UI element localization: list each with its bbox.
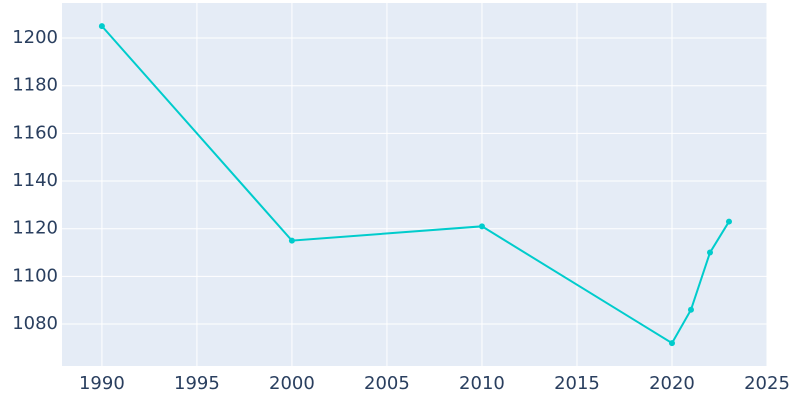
x-tick-label: 2010	[459, 373, 505, 394]
x-tick-label: 2005	[364, 373, 410, 394]
y-tick-label: 1140	[12, 170, 58, 191]
x-tick-label: 1995	[174, 373, 220, 394]
y-tick-label: 1100	[12, 265, 58, 286]
point	[288, 237, 295, 244]
point	[725, 218, 732, 225]
x-tick-label: 2025	[744, 373, 790, 394]
point	[478, 223, 485, 230]
y-tick-label: 1160	[12, 122, 58, 143]
x-tick-label: 1990	[79, 373, 125, 394]
point	[668, 340, 675, 347]
point	[98, 23, 105, 30]
y-tick-label: 1120	[12, 218, 58, 239]
point	[687, 306, 694, 313]
y-tick-label: 1200	[12, 27, 58, 48]
y-tick-label: 1180	[12, 75, 58, 96]
x-tick-label: 2000	[269, 373, 315, 394]
y-tick-label: 1080	[12, 313, 58, 334]
point	[706, 249, 713, 256]
x-tick-label: 2020	[649, 373, 695, 394]
x-tick-label: 2015	[554, 373, 600, 394]
plot-area	[62, 3, 767, 366]
